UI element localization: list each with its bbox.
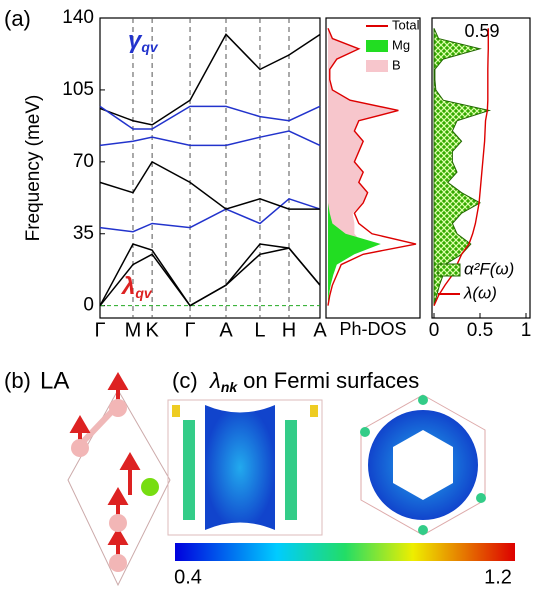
x-tick-label: M xyxy=(125,319,142,341)
title-text: on Fermi surfaces xyxy=(243,368,419,393)
x-tick-label: 1 xyxy=(521,320,532,341)
legend-label: Mg xyxy=(392,37,410,52)
legend-label: λ(ω) xyxy=(463,283,497,302)
colorbar-label: 0.4 xyxy=(174,566,202,588)
colorbar xyxy=(175,543,515,561)
legend-label: B xyxy=(392,57,401,72)
y-tick-label: 105 xyxy=(62,79,94,100)
fermi-surface-side xyxy=(168,400,322,535)
y-tick-label: 0 xyxy=(83,295,94,316)
annotation-symbol: λ xyxy=(120,273,135,300)
crystal xyxy=(68,376,170,585)
annotation: λqv xyxy=(120,273,153,300)
colorbar-label: 1.2 xyxy=(484,566,512,588)
x-axis-label: Ph-DOS xyxy=(339,319,406,339)
page: {"chart_data":[ {"type":"line","label":"… xyxy=(0,0,535,600)
x-tick-label: A xyxy=(313,319,327,341)
legend-swatch xyxy=(438,264,460,276)
legend-swatch xyxy=(366,60,388,72)
x-tick-label: H xyxy=(282,319,296,341)
symbol: λ xyxy=(209,368,221,393)
figure: (a) Frequency (meV) Ph-DOS 0.59 (b) LA (… xyxy=(0,0,535,595)
annotation: 0.59 xyxy=(464,21,499,41)
x-tick-label: L xyxy=(254,319,265,341)
x-tick-label: K xyxy=(145,319,159,341)
x-tick-label: A xyxy=(219,319,233,341)
y-axis-label: Frequency (meV) xyxy=(23,95,44,242)
annotation-subscript: qv xyxy=(135,285,153,301)
mode-label: LA xyxy=(40,367,69,394)
annotation-subscript: qv xyxy=(141,39,159,55)
fermi-surface-top xyxy=(360,395,486,535)
y-tick-label: 140 xyxy=(62,7,94,28)
y-tick-label: 35 xyxy=(73,223,94,244)
x-tick-label: 0 xyxy=(429,320,440,341)
panel-label: (c) xyxy=(172,368,198,393)
panel-label: (a) xyxy=(4,6,31,31)
panel-label: (b) xyxy=(4,368,31,393)
x-tick-label: 0.5 xyxy=(467,320,493,341)
legend-label: α²F(ω) xyxy=(464,259,514,278)
x-tick-label: Γ xyxy=(185,319,196,341)
annotation: γqv xyxy=(128,27,159,54)
legend-swatch xyxy=(366,40,388,52)
x-tick-label: Γ xyxy=(94,319,105,341)
legend-label: Total xyxy=(392,17,420,32)
subscript: nk xyxy=(221,379,239,395)
y-tick-label: 70 xyxy=(73,151,94,172)
